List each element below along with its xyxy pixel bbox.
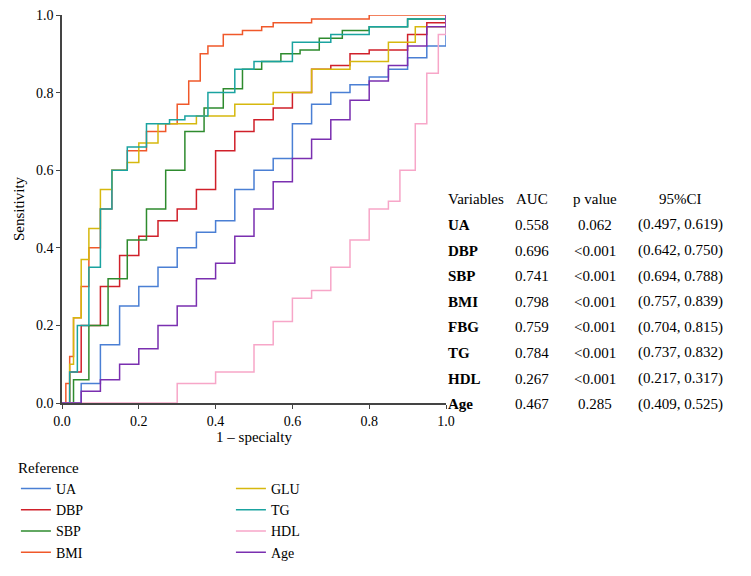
- svg-text:(0.409, 0.525): (0.409, 0.525): [638, 396, 723, 413]
- svg-text:Reference: Reference: [18, 460, 79, 476]
- svg-text:HDL: HDL: [271, 524, 300, 539]
- svg-text:GLU: GLU: [271, 482, 300, 497]
- svg-text:0.4: 0.4: [36, 241, 54, 256]
- svg-text:<0.001: <0.001: [574, 319, 616, 335]
- svg-text:HDL: HDL: [448, 371, 481, 387]
- svg-text:1.0: 1.0: [437, 414, 455, 429]
- svg-text:Age: Age: [448, 396, 473, 412]
- svg-text:0.0: 0.0: [53, 414, 71, 429]
- svg-text:0.558: 0.558: [515, 217, 549, 233]
- svg-text:DBP: DBP: [448, 243, 478, 259]
- svg-text:0.8: 0.8: [36, 86, 54, 101]
- svg-text:0.784: 0.784: [515, 345, 549, 361]
- svg-text:FBG: FBG: [448, 319, 479, 335]
- svg-text:0.267: 0.267: [515, 371, 549, 387]
- svg-text:1 – specialty: 1 – specialty: [216, 429, 292, 445]
- svg-text:AUC: AUC: [516, 191, 548, 207]
- svg-text:<0.001: <0.001: [574, 371, 616, 387]
- svg-text:Variables: Variables: [448, 191, 504, 207]
- svg-text:TG: TG: [271, 503, 290, 518]
- svg-text:0.0: 0.0: [36, 396, 54, 411]
- svg-text:0.6: 0.6: [284, 414, 302, 429]
- svg-text:0.285: 0.285: [578, 396, 612, 412]
- svg-text:(0.694, 0.788): (0.694, 0.788): [638, 268, 723, 285]
- svg-text:0.467: 0.467: [515, 396, 549, 412]
- svg-text:95%CI: 95%CI: [659, 191, 702, 207]
- svg-text:TG: TG: [448, 345, 470, 361]
- svg-text:1.0: 1.0: [36, 8, 54, 23]
- svg-text:0.4: 0.4: [207, 414, 225, 429]
- svg-text:UA: UA: [448, 217, 470, 233]
- svg-text:<0.001: <0.001: [574, 243, 616, 259]
- svg-text:<0.001: <0.001: [574, 268, 616, 284]
- svg-text:(0.704, 0.815): (0.704, 0.815): [638, 319, 723, 336]
- svg-text:SBP: SBP: [56, 524, 81, 539]
- svg-text:(0.757, 0.839): (0.757, 0.839): [638, 293, 723, 310]
- svg-text:SBP: SBP: [448, 268, 476, 284]
- svg-text:0.741: 0.741: [515, 268, 549, 284]
- svg-text:0.6: 0.6: [36, 163, 54, 178]
- svg-text:Age: Age: [271, 546, 294, 561]
- svg-text:p value: p value: [573, 191, 617, 207]
- svg-text:(0.497, 0.619): (0.497, 0.619): [638, 216, 723, 233]
- svg-text:0.798: 0.798: [515, 294, 549, 310]
- svg-text:(0.217, 0.317): (0.217, 0.317): [638, 370, 723, 387]
- svg-text:UA: UA: [56, 482, 77, 497]
- svg-text:<0.001: <0.001: [574, 345, 616, 361]
- svg-text:(0.737, 0.832): (0.737, 0.832): [638, 344, 723, 361]
- svg-text:0.759: 0.759: [515, 319, 549, 335]
- svg-text:0.8: 0.8: [360, 414, 378, 429]
- svg-text:<0.001: <0.001: [574, 294, 616, 310]
- svg-text:BMI: BMI: [448, 294, 478, 310]
- svg-text:(0.642, 0.750): (0.642, 0.750): [638, 242, 723, 259]
- svg-text:DBP: DBP: [56, 503, 83, 518]
- svg-text:0.2: 0.2: [130, 414, 148, 429]
- svg-text:0.696: 0.696: [515, 243, 549, 259]
- svg-text:BMI: BMI: [56, 546, 83, 561]
- svg-text:Sensitivity: Sensitivity: [11, 176, 27, 241]
- svg-text:0.062: 0.062: [578, 217, 612, 233]
- svg-text:0.2: 0.2: [36, 318, 54, 333]
